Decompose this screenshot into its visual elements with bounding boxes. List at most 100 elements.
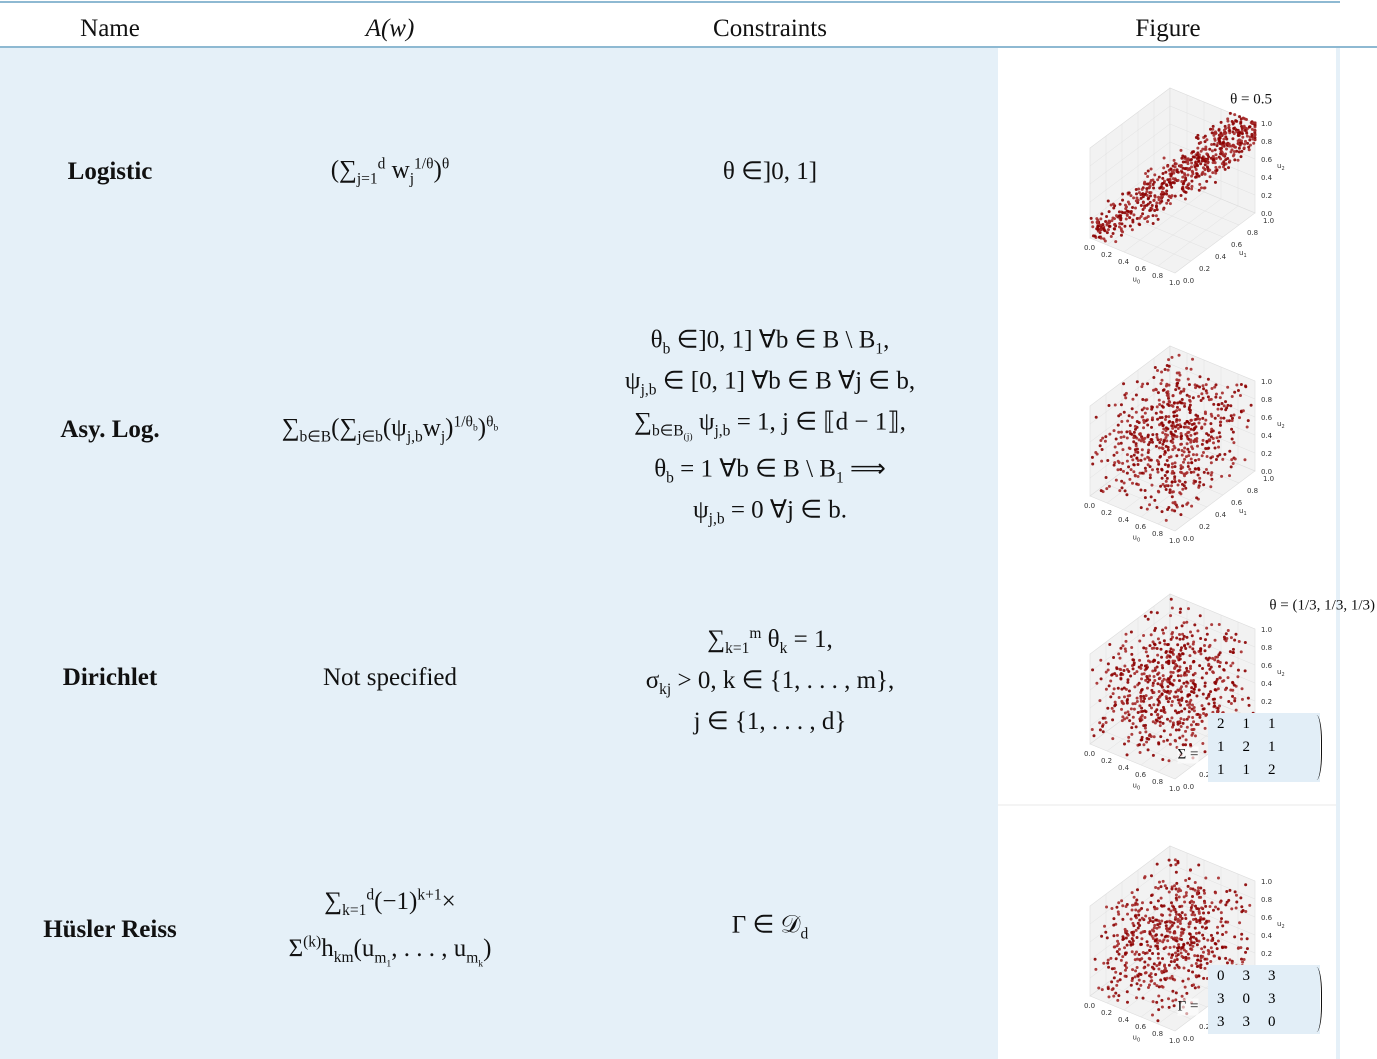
- figure-dot: [1237, 150, 1241, 154]
- figure-dot: [1218, 651, 1222, 655]
- figure-dot: [1165, 192, 1169, 196]
- figure-dot: [1157, 398, 1161, 402]
- figure-dot: [1168, 696, 1172, 700]
- figure-dot: [1091, 668, 1095, 672]
- figure-dot: [1158, 402, 1162, 406]
- figure-dot: [1167, 396, 1171, 400]
- math-sub: 1: [1243, 511, 1246, 517]
- figure-dot: [1181, 160, 1185, 164]
- figure-dot: [1227, 126, 1231, 130]
- figure-dot: [1139, 488, 1143, 492]
- figure-dot: [1190, 941, 1194, 945]
- figure-tick: 1.0: [1263, 217, 1274, 225]
- figure-dot: [1133, 685, 1137, 689]
- figure-dot: [1146, 617, 1150, 621]
- formula-constraints: θ ∈]0, 1]: [723, 156, 817, 188]
- figure-dot: [1153, 982, 1157, 986]
- figure-tick: 0.4: [1261, 932, 1273, 940]
- figure-dot: [1135, 700, 1139, 704]
- figure-dot: [1184, 673, 1188, 677]
- figure-dot: [1176, 401, 1180, 405]
- figure-dot: [1197, 985, 1201, 989]
- figure-dot: [1240, 139, 1244, 143]
- figure-dot: [1164, 426, 1168, 430]
- figure-dot: [1139, 738, 1143, 742]
- figure-dot: [1253, 121, 1257, 125]
- figure-dot: [1179, 607, 1183, 611]
- figure-dot: [1185, 635, 1189, 639]
- figure-dot: [1200, 442, 1204, 446]
- math-sup: d: [366, 887, 374, 904]
- figure-dot: [1132, 470, 1136, 474]
- figure-dot: [1124, 391, 1128, 395]
- figure-tick: 0.8: [1152, 778, 1163, 786]
- figure-dot: [1190, 184, 1194, 188]
- figure-dot: [1113, 672, 1117, 676]
- figure-dot: [1130, 979, 1134, 983]
- figure-dot: [1145, 908, 1149, 912]
- figure-dot: [1119, 430, 1123, 434]
- figure-dot: [1165, 363, 1169, 367]
- figure-dot: [1098, 223, 1102, 227]
- figure-dot: [1150, 934, 1154, 938]
- math-text: θ: [761, 626, 780, 654]
- figure-dot: [1104, 475, 1108, 479]
- figure-dot: [1172, 921, 1176, 925]
- math-text: , . . . , u: [391, 935, 467, 963]
- figure-dot: [1175, 435, 1179, 439]
- figure-dot: [1228, 111, 1232, 115]
- math-text: Σ: [288, 935, 304, 963]
- header-cell: A(w): [365, 15, 415, 42]
- figure-dot: [1250, 127, 1254, 131]
- math-text: (ψ: [382, 414, 407, 442]
- math-sup: d: [378, 155, 386, 172]
- figure-dot: [1200, 392, 1204, 396]
- figure-dot: [1232, 132, 1236, 136]
- figure-dot: [1140, 735, 1144, 739]
- figure-dot: [1217, 445, 1221, 449]
- figure-dot: [1198, 664, 1202, 668]
- figure-dot: [1205, 432, 1209, 436]
- figure-dot: [1194, 931, 1198, 935]
- figure-dot: [1172, 945, 1176, 949]
- figure-dot: [1099, 217, 1103, 221]
- figure-dot: [1130, 407, 1134, 411]
- formula-line: j ∈ {1, . . . , d}: [646, 706, 895, 738]
- figure-dot: [1135, 419, 1139, 423]
- figure-dot: [1142, 440, 1146, 444]
- figure-grid: [1153, 447, 1240, 484]
- figure-dot: [1175, 168, 1179, 172]
- figure-dot: [1173, 936, 1177, 940]
- figure-dot: [1095, 452, 1099, 456]
- figure-dot: [1236, 131, 1240, 135]
- figure-tick: 0.2: [1101, 509, 1112, 517]
- figure-dot: [1165, 738, 1169, 742]
- figure-dot: [1158, 961, 1162, 965]
- figure-grid: [1121, 471, 1208, 508]
- figure-dot: [1178, 391, 1182, 395]
- figure-dot: [1124, 687, 1128, 691]
- figure-dot: [1173, 475, 1177, 479]
- figure-dot: [1202, 186, 1206, 190]
- figure-dot: [1176, 656, 1180, 660]
- figure-dot: [1206, 161, 1210, 165]
- figure-dot: [1157, 1008, 1161, 1012]
- figure-axis-label: u0: [1133, 1034, 1141, 1044]
- figure-dot: [1197, 421, 1201, 425]
- figure-dot: [1142, 699, 1146, 703]
- math-text: (k): [303, 933, 322, 951]
- figure-dot: [1210, 387, 1214, 391]
- figure-dot: [1112, 994, 1116, 998]
- figure-dot: [1200, 719, 1204, 723]
- figure-dot: [1123, 647, 1127, 651]
- figure-dot: [1090, 220, 1094, 224]
- figure-dot: [1243, 139, 1247, 143]
- figure-dot: [1156, 886, 1160, 890]
- figure-tick: 0.4: [1118, 258, 1130, 266]
- figure-dot: [1135, 966, 1139, 970]
- figure-dot: [1188, 706, 1192, 710]
- figure-dot: [1146, 677, 1150, 681]
- figure-dot: [1159, 195, 1163, 199]
- figure-dot: [1168, 488, 1172, 492]
- math-sub: 1: [1243, 253, 1246, 259]
